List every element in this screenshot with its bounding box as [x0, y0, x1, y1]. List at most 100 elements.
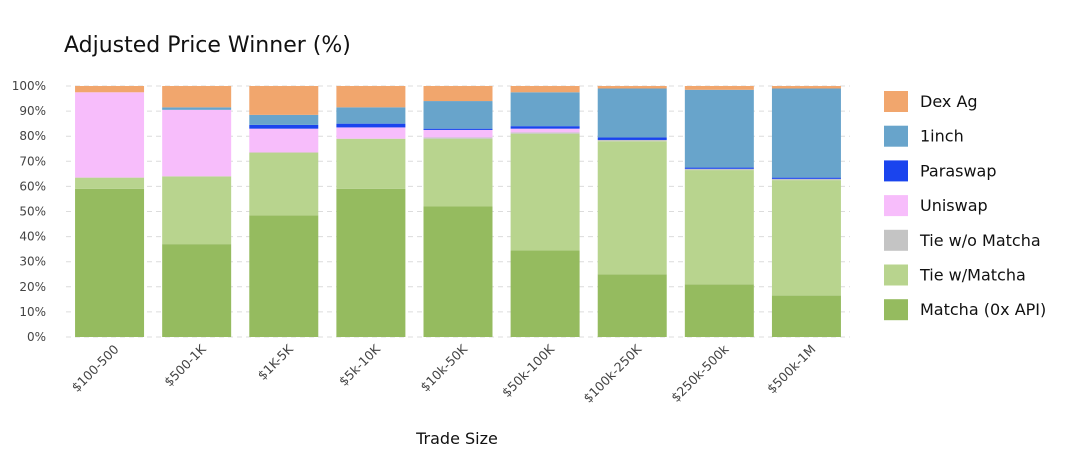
- legend-label: Tie w/o Matcha: [919, 231, 1041, 250]
- y-tick-label: 40%: [19, 230, 46, 244]
- x-axis-ticks: $100-500 $500-1K $1K-5K $5k-10K $10k-50K $50k…: [69, 341, 819, 406]
- bar-segment: [249, 114, 319, 125]
- bar-segment: [336, 138, 406, 189]
- bar-segment: [75, 86, 145, 93]
- legend-label: Dex Ag: [920, 92, 978, 111]
- y-tick-label: 0%: [27, 330, 46, 344]
- y-tick-label: 80%: [19, 129, 46, 143]
- x-tick-label: $100k-250K: [580, 341, 645, 406]
- bar-segment: [771, 86, 841, 89]
- bar-segment: [336, 86, 406, 108]
- bar-segment: [162, 244, 232, 337]
- legend-label: 1inch: [920, 127, 964, 146]
- legend-swatch: [884, 91, 908, 112]
- legend-item: Dex Ag: [884, 91, 978, 112]
- x-tick-label: $500-1K: [161, 341, 209, 389]
- bar-segment: [336, 127, 406, 139]
- bar-segment: [597, 139, 667, 142]
- bar-segment: [336, 188, 406, 337]
- legend-swatch: [884, 125, 908, 147]
- bar-segment: [510, 92, 580, 127]
- y-tick-label: 60%: [19, 179, 46, 193]
- bar-segment: [75, 177, 145, 189]
- bar-segment: [510, 86, 580, 93]
- y-tick-label: 70%: [19, 154, 46, 168]
- bar-segment: [597, 88, 667, 138]
- bar-segment: [597, 274, 667, 337]
- bar-segment: [771, 178, 841, 181]
- y-tick-label: 20%: [19, 280, 46, 294]
- bar-segment: [75, 188, 145, 337]
- legend-item: Tie w/Matcha: [884, 264, 1026, 286]
- bar-segment: [510, 128, 580, 133]
- bar-segment: [162, 176, 232, 245]
- bar-segment: [423, 86, 493, 102]
- legend-swatch: [884, 229, 908, 251]
- bar-segment: [249, 152, 319, 216]
- legend-swatch: [884, 160, 908, 182]
- legend-item: Uniswap: [884, 195, 988, 217]
- y-tick-label: 10%: [19, 305, 46, 319]
- bar-segment: [684, 89, 754, 168]
- legend-label: Uniswap: [920, 196, 988, 215]
- bar-segment: [249, 124, 319, 129]
- bar-segment: [249, 215, 319, 337]
- x-tick-label: $50k-100K: [499, 341, 558, 400]
- bar-segment: [771, 180, 841, 296]
- legend-item: Matcha (0x API): [884, 299, 1046, 321]
- bar-segment: [771, 88, 841, 178]
- bar-segment: [336, 107, 406, 124]
- x-tick-label: $1K-5K: [255, 341, 297, 383]
- bar-segment: [597, 86, 667, 89]
- legend-swatch: [884, 299, 908, 321]
- x-tick-label: $100-500: [69, 341, 122, 394]
- bar-segment: [597, 141, 667, 275]
- legend-item: 1inch: [884, 125, 964, 147]
- y-tick-label: 90%: [19, 104, 46, 118]
- bar-segment: [684, 168, 754, 171]
- bar-segment: [510, 133, 580, 251]
- bar-segment: [423, 137, 493, 139]
- legend-label: Matcha (0x API): [920, 300, 1046, 319]
- x-axis-label: Trade Size: [415, 429, 498, 448]
- bar-segment: [423, 138, 493, 207]
- legend-item: Paraswap: [884, 160, 997, 182]
- y-axis-ticks: 0% 10% 20% 30% 40% 50% 60% 70% 80% 90% 100%: [12, 79, 46, 344]
- bar-segment: [423, 128, 493, 130]
- legend-swatch: [884, 264, 908, 286]
- x-tick-label: $5k-10K: [336, 341, 384, 389]
- bar-segment: [162, 107, 232, 110]
- bar-segment: [249, 86, 319, 115]
- y-tick-label: 100%: [12, 79, 46, 93]
- bar-segment: [684, 86, 754, 90]
- y-tick-label: 30%: [19, 255, 46, 269]
- chart-title: Adjusted Price Winner (%): [64, 33, 351, 58]
- bar-segment: [510, 126, 580, 129]
- bar-segment: [771, 177, 841, 179]
- bar-segment: [510, 132, 580, 134]
- bar-segment: [162, 86, 232, 108]
- legend-swatch: [884, 195, 908, 217]
- legend: Dex Ag 1inch Paraswap Uniswap Tie w/o Matcha…: [884, 91, 1046, 321]
- bars: [75, 86, 841, 337]
- bar-segment: [75, 92, 145, 178]
- bar-segment: [336, 123, 406, 128]
- bar-segment: [597, 137, 667, 140]
- bar-segment: [684, 167, 754, 169]
- legend-item: Tie w/o Matcha: [884, 229, 1041, 251]
- x-tick-label: $10k-50K: [417, 341, 470, 394]
- bar-segment: [771, 295, 841, 337]
- bar-segment: [249, 128, 319, 153]
- x-tick-label: $500k-1M: [764, 342, 819, 397]
- bar-segment: [423, 101, 493, 129]
- bar-segment: [423, 206, 493, 337]
- x-tick-label: $250k-500k: [668, 341, 732, 405]
- legend-label: Tie w/Matcha: [919, 266, 1026, 285]
- bar-segment: [684, 170, 754, 285]
- y-tick-label: 50%: [19, 205, 46, 219]
- bar-segment: [510, 250, 580, 337]
- legend-label: Paraswap: [920, 161, 997, 180]
- bar-segment: [684, 284, 754, 337]
